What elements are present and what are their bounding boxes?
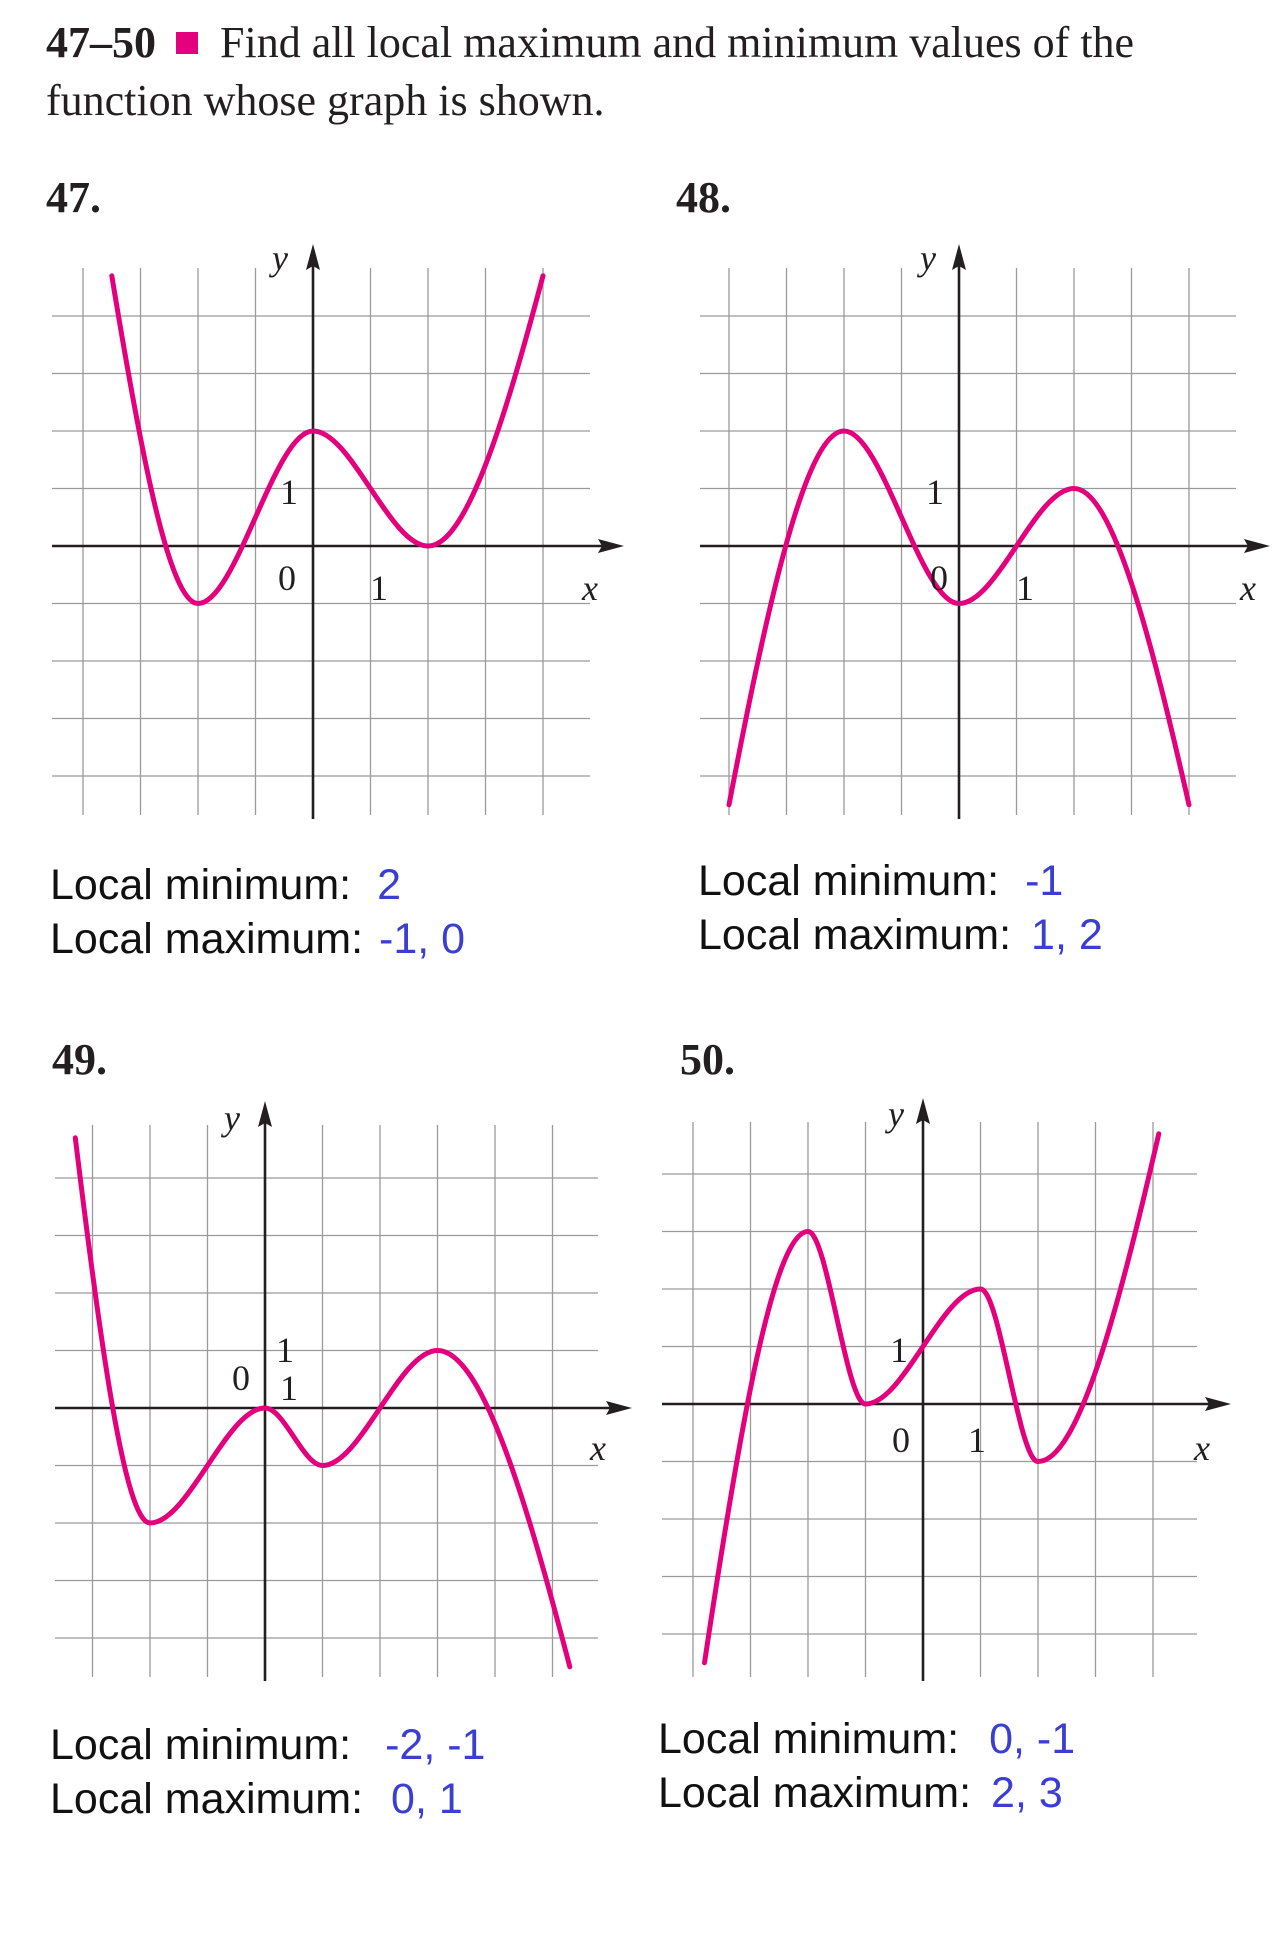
y-axis-label: y [885,1094,904,1134]
local-max-label: Local maximum: [658,1769,972,1817]
y-unit-label: 1 [890,1330,908,1370]
graph-47: x y 0 1 1 [52,238,624,819]
local-max-label: Local maximum: [698,911,1012,959]
x-axis-label: x [589,1428,606,1468]
x-arrow-icon [606,1401,632,1415]
problem-49-number: 49. [52,1035,107,1084]
function-curve [726,428,1192,808]
graph-48: x y 0 1 1 [700,238,1270,819]
origin-label: 0 [930,558,948,598]
local-max-value: 2, 3 [991,1769,1063,1817]
function-curve [72,1135,573,1670]
x-unit-label: 1 [1016,568,1034,608]
function-curve [702,1131,1162,1666]
y-axis-label: y [917,238,936,278]
answer-48: Local minimum: -1 Local maximum: 1, 2 [698,854,1103,962]
origin-label: 0 [232,1358,250,1398]
local-max-value: 0, 1 [391,1775,463,1823]
local-min-label: Local minimum: [698,857,1000,905]
x-arrow-icon [1205,1397,1231,1411]
local-min-label: Local minimum: [50,861,352,909]
answer-47: Local minimum: 2 Local maximum: -1, 0 [50,858,465,966]
problem-47-number: 47. [46,173,101,222]
x-unit-label: 1 [280,1368,298,1408]
local-min-value: 0, -1 [989,1715,1076,1763]
y-arrow-icon [258,1101,272,1127]
local-max-label: Local maximum: [50,1775,364,1823]
y-axis-label: y [269,238,288,278]
y-arrow-icon [916,1098,930,1124]
y-arrow-icon [306,244,320,270]
square-bullet-icon [176,32,198,54]
local-min-value: 2 [377,861,402,909]
problem-range: 47–50 [46,18,156,67]
origin-label: 0 [278,558,296,598]
graph-50: x y 0 1 1 [662,1094,1231,1681]
answer-50: Local minimum: 0, -1 Local maximum: 2, 3 [658,1712,1075,1820]
y-unit-label: 1 [926,472,944,512]
problem-48-number: 48. [676,173,731,222]
local-min-value: -1 [1025,857,1064,905]
x-arrow-icon [1244,539,1270,553]
origin-label: 0 [892,1420,910,1460]
local-min-value: -2, -1 [385,1721,486,1769]
local-max-label: Local maximum: [50,915,364,963]
instruction-text: Find all local maximum and minimum value… [46,18,1135,125]
y-unit-label: 1 [276,1330,294,1370]
y-unit-label: 1 [280,472,298,512]
instructions: 47–50 Find all local maximum and minimum … [46,14,1266,130]
x-unit-label: 1 [968,1420,986,1460]
x-axis-label: x [1193,1428,1210,1468]
local-min-label: Local minimum: [50,1721,352,1769]
graph-49: x y 0 11 [55,1098,632,1681]
function-curve [109,273,546,606]
answer-49: Local minimum: -2, -1 Local maximum: 0, 1 [50,1718,485,1826]
x-arrow-icon [598,539,624,553]
problem-50-number: 50. [680,1035,735,1084]
y-arrow-icon [952,244,966,270]
local-max-value: 1, 2 [1031,911,1103,959]
y-axis-label: y [221,1098,240,1138]
local-max-value: -1, 0 [379,915,466,963]
x-axis-label: x [581,568,598,608]
x-axis-label: x [1239,568,1256,608]
local-min-label: Local minimum: [658,1715,960,1763]
x-unit-label: 1 [370,568,388,608]
